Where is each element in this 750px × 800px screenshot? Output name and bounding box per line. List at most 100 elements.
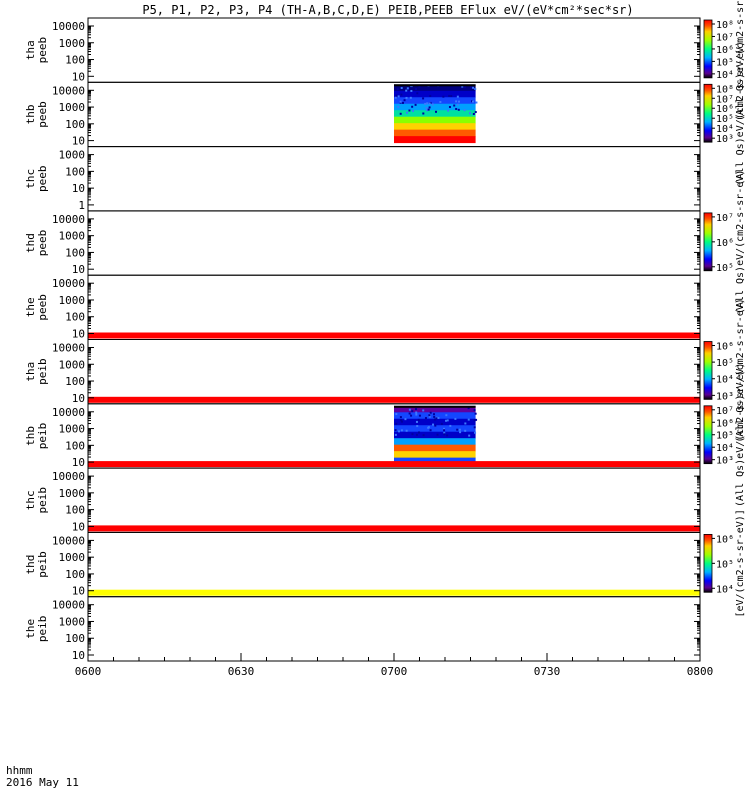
spectrogram-speckle bbox=[443, 429, 446, 432]
spectrogram-speckle bbox=[442, 427, 445, 430]
spectrogram-cell bbox=[394, 136, 476, 144]
panel-probe-label: tha bbox=[24, 40, 37, 60]
panel-frame bbox=[87, 596, 701, 662]
panel-probe-label: thc bbox=[24, 169, 37, 189]
spectrogram-cell bbox=[394, 444, 476, 452]
spectrogram-cell bbox=[394, 418, 476, 426]
spectrogram-edge bbox=[394, 405, 476, 408]
colorbar bbox=[703, 83, 713, 143]
spectrogram-cell bbox=[394, 405, 476, 413]
colorbar-label: (All Qs)eV/(cm2-s-sr-eV) bbox=[735, 41, 746, 186]
spectrogram-speckle bbox=[396, 88, 399, 91]
spectrogram-speckle bbox=[406, 87, 409, 90]
panel-species-label: peeb bbox=[36, 166, 49, 193]
panel-thc-peeb: 1 10 100 1000 thc peeb bbox=[24, 146, 701, 212]
spectrogram-speckle bbox=[395, 413, 398, 416]
spectrogram-speckle bbox=[418, 414, 421, 417]
spectrogram-speckle bbox=[410, 89, 413, 92]
y-tick-label: 10000 bbox=[52, 277, 85, 290]
spectrogram-speckle bbox=[454, 417, 457, 420]
spectrogram-speckle bbox=[411, 410, 414, 413]
y-tick-label: 1000 bbox=[59, 423, 86, 436]
spectrogram-speckle bbox=[426, 102, 429, 105]
spectrogram-speckle bbox=[448, 94, 451, 97]
spectrogram-speckle bbox=[422, 97, 425, 100]
panel-species-label: peib bbox=[36, 551, 49, 578]
y-tick-label: 10 bbox=[72, 263, 85, 276]
spectrogram-cell bbox=[394, 129, 476, 137]
spectrogram-speckle bbox=[395, 422, 398, 425]
spectrogram-speckle bbox=[395, 94, 398, 97]
spectrogram-speckle bbox=[434, 424, 437, 427]
y-tick-label: 1000 bbox=[59, 487, 86, 500]
spectrogram-edge bbox=[394, 84, 476, 87]
spectrogram-speckle bbox=[394, 429, 397, 432]
spectrogram-speckle bbox=[415, 420, 418, 423]
spectrogram-speckle bbox=[399, 112, 402, 115]
panel-frame bbox=[87, 17, 701, 83]
colorbar-label: (All Qs)eV/(cm2-s-sr-eV) bbox=[735, 170, 746, 315]
colorbar-tick-label: 10⁷ bbox=[716, 213, 734, 224]
spectrogram-speckle bbox=[417, 418, 420, 421]
spectrogram-speckle bbox=[464, 429, 467, 432]
y-tick-label: 1000 bbox=[59, 615, 86, 628]
colorbar-label: (All Qs)eV/(cm2-s-sr-eV) bbox=[735, 362, 746, 507]
spectrogram-speckle bbox=[470, 86, 473, 89]
colorbar-tick-label: 10⁶ bbox=[716, 534, 734, 545]
x-tick-label: 0700 bbox=[381, 665, 408, 678]
spectrogram-speckle bbox=[439, 100, 442, 103]
colorbar-tick-label: 10⁴ bbox=[716, 70, 734, 81]
panel-frame bbox=[87, 467, 701, 533]
y-tick-label: 10 bbox=[72, 392, 85, 405]
panel-frame bbox=[87, 146, 701, 212]
y-tick-label: 1000 bbox=[59, 358, 86, 371]
spectrogram-speckle bbox=[411, 105, 414, 108]
y-tick-label: 10000 bbox=[52, 406, 85, 419]
colorbar bbox=[703, 19, 713, 79]
spectrogram-speckle bbox=[403, 99, 406, 102]
spectrogram-speckle bbox=[473, 409, 476, 412]
spectrogram-speckle bbox=[399, 416, 402, 419]
panel-frame bbox=[87, 339, 701, 405]
spectrogram-speckle bbox=[446, 419, 449, 422]
colorbar bbox=[703, 212, 713, 272]
spectrogram-cell bbox=[394, 451, 476, 459]
spectrogram-speckle bbox=[394, 96, 397, 99]
spectrogram-speckle bbox=[474, 412, 477, 415]
y-tick-label: 10000 bbox=[52, 84, 85, 97]
panel-species-label: peib bbox=[36, 423, 49, 450]
colorbar-tick-label: 10⁵ bbox=[716, 114, 734, 125]
spectrogram-speckle bbox=[429, 429, 432, 432]
y-tick-label: 10 bbox=[72, 70, 85, 83]
spectrogram-speckle bbox=[418, 85, 421, 88]
spectrogram-speckle bbox=[455, 100, 458, 103]
y-tick-label: 10000 bbox=[52, 470, 85, 483]
spectrogram-speckle bbox=[411, 109, 414, 112]
spectrogram-speckle bbox=[399, 100, 402, 103]
spectrogram-speckle bbox=[464, 422, 467, 425]
spectrogram-speckle bbox=[456, 95, 459, 98]
spectrogram-speckle bbox=[424, 102, 427, 105]
spectrogram-speckle bbox=[443, 433, 446, 436]
panel-species-label: peeb bbox=[36, 37, 49, 64]
spectrogram-speckle bbox=[405, 96, 408, 99]
spectrogram-speckle bbox=[416, 425, 419, 428]
spectrogram-cell bbox=[394, 103, 476, 111]
spectrogram-speckle bbox=[405, 111, 408, 114]
y-tick-label: 1 bbox=[78, 199, 85, 212]
y-tick-label: 100 bbox=[65, 118, 85, 131]
spectrogram-speckle bbox=[408, 408, 411, 411]
spectrogram-speckle bbox=[426, 109, 429, 112]
spectrogram-speckle bbox=[456, 428, 459, 431]
y-tick-label: 10 bbox=[72, 456, 85, 469]
spectrogram-speckle bbox=[467, 407, 470, 410]
spectrogram-speckle bbox=[453, 104, 456, 107]
y-tick-label: 1000 bbox=[59, 37, 86, 50]
spectrogram-speckle bbox=[405, 89, 408, 92]
spectrogram-speckle bbox=[432, 423, 435, 426]
y-tick-label: 100 bbox=[65, 632, 85, 645]
colorbar bbox=[703, 534, 713, 593]
panel-species-label: peeb bbox=[36, 101, 49, 128]
colorbar-tick-label: 10⁸ bbox=[716, 20, 734, 31]
